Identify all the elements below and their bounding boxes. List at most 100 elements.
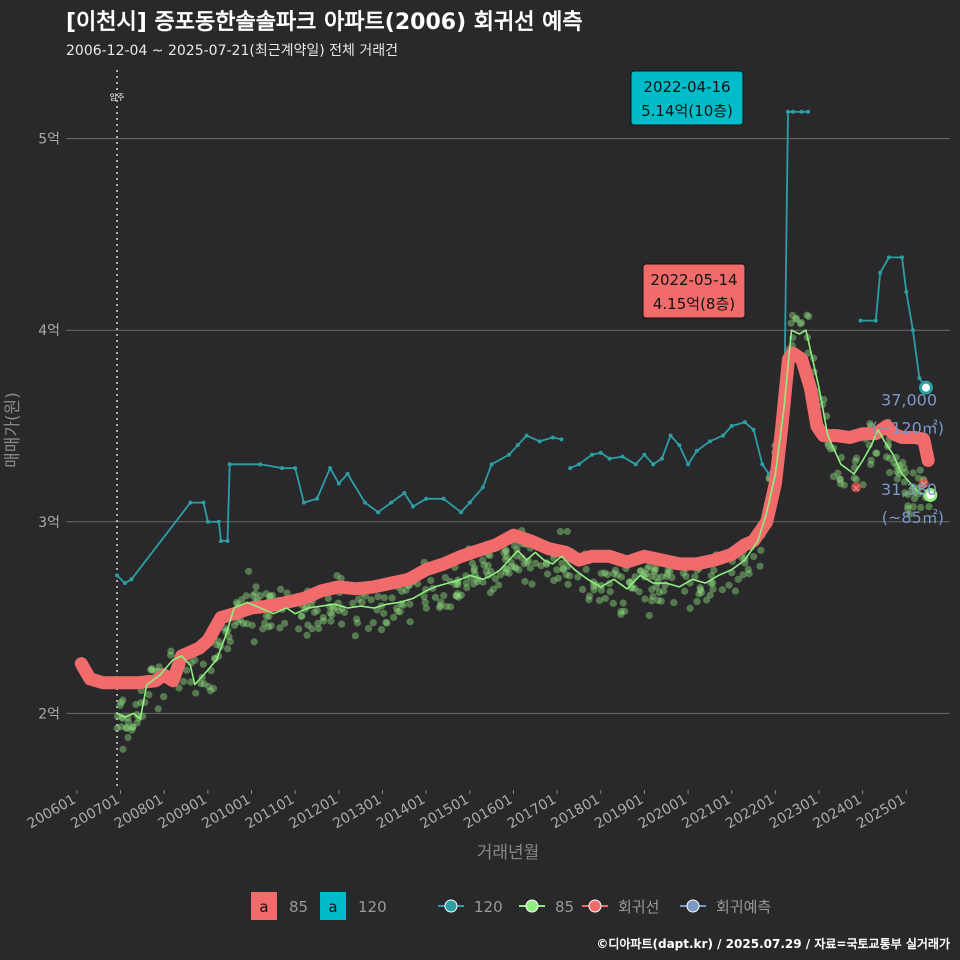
y-axis: 2억 3억 4억 5억 (38, 132, 60, 723)
scatter-point (396, 608, 404, 616)
scatter-point (398, 587, 406, 595)
scatter-point (487, 567, 495, 576)
scatter-point (904, 490, 912, 499)
scatter-point (451, 580, 460, 589)
scatter-point (160, 693, 168, 701)
scatter-point (352, 615, 361, 623)
scatter-point (563, 527, 571, 536)
scatter-point (512, 564, 520, 572)
legend-label-85: 85 (289, 898, 308, 916)
scatter-point (559, 565, 567, 573)
scatter-point (605, 580, 614, 588)
x-tick-label: 201601 (461, 792, 515, 833)
point-120 (258, 462, 263, 467)
scatter-point (882, 453, 891, 461)
annotation-box (642, 263, 746, 319)
point-120 (411, 504, 416, 509)
point-120 (467, 500, 472, 505)
point-120 (694, 448, 699, 453)
scatter-point (597, 569, 605, 577)
point-120 (786, 109, 791, 114)
scatter-point (553, 566, 561, 574)
x-tick-label: 201201 (287, 792, 341, 833)
point-120 (878, 270, 883, 275)
scatter-point (523, 558, 531, 567)
point-120 (806, 109, 811, 114)
scatter-point (617, 573, 626, 581)
scatter-point (324, 594, 332, 603)
scatter-point (641, 595, 649, 603)
scatter-point (649, 592, 657, 600)
scatter-point (528, 580, 536, 588)
scatter-point (340, 608, 349, 616)
scatter-point (507, 563, 515, 571)
scatter-point (277, 585, 285, 593)
point-120 (225, 538, 230, 543)
scatter-point (617, 607, 625, 616)
annotation-value: 4.15억(8층) (653, 295, 735, 313)
scatter-point (640, 570, 648, 578)
annotations: 2022-04-16 5.14억(10층) 2022-05-14 4.15억(8층) (630, 70, 746, 319)
scatter-point (326, 609, 334, 617)
scatter-point (787, 319, 795, 327)
scatter-point (349, 599, 357, 607)
scatter-point (521, 577, 529, 586)
point-120 (129, 577, 134, 582)
forecast-mark (851, 482, 862, 493)
scatter-point (899, 458, 907, 466)
series-lines (74, 109, 935, 720)
legend: a 85 a 120 120 85 회귀선 회귀예측 (251, 892, 771, 920)
scatter-point (829, 472, 838, 481)
scatter-point (642, 570, 650, 578)
scatter-point (259, 625, 267, 633)
move-in-marker: 입주 (110, 70, 124, 790)
scatter-point (206, 687, 215, 695)
scatter-point (119, 745, 127, 753)
scatter-point (470, 566, 478, 575)
scatter-point (265, 623, 273, 631)
scatter-point (295, 625, 303, 633)
scatter-point (734, 575, 742, 583)
point-120 (799, 109, 804, 114)
scatter-point (308, 625, 316, 633)
scatter-point (462, 579, 470, 587)
scatter-point (209, 684, 218, 693)
scatter-point (709, 579, 717, 587)
scatter-point (636, 567, 644, 576)
scatter-point (834, 469, 842, 477)
scatter-point (124, 718, 133, 726)
scatter-point (585, 592, 594, 600)
scatter-point (657, 573, 666, 581)
scatter-point (484, 561, 492, 570)
x-tick-label: 201101 (243, 792, 297, 833)
scatter-point (917, 503, 925, 512)
scatter-point (355, 595, 363, 603)
scatter-point (328, 611, 336, 619)
scatter-point (226, 637, 234, 646)
scatter-point (914, 490, 922, 498)
scatter-point (558, 559, 566, 567)
scatter-point (436, 604, 444, 612)
scatter-point (627, 578, 636, 586)
scatter-point (582, 565, 590, 573)
legend-marker (686, 899, 700, 913)
scatter-point (537, 562, 545, 570)
scatter-point (566, 572, 574, 580)
scatter-point (491, 575, 499, 583)
scatter-point (338, 620, 346, 628)
scatter-point (251, 589, 259, 598)
scatter-point (590, 586, 598, 594)
scatter-point (503, 565, 511, 573)
scatter-point (617, 610, 625, 619)
scatter-point (510, 541, 519, 550)
scatter-point (330, 605, 338, 613)
point-120 (537, 439, 542, 444)
forecast-mark-x: × (919, 477, 928, 490)
scatter-point (756, 562, 764, 570)
point-120 (345, 471, 350, 476)
point-120 (336, 481, 341, 486)
annotation-value: 5.14억(10층) (641, 102, 733, 120)
x-tick-label: 201701 (505, 792, 559, 833)
scatter-point (805, 312, 813, 321)
scatter-point (313, 607, 321, 615)
